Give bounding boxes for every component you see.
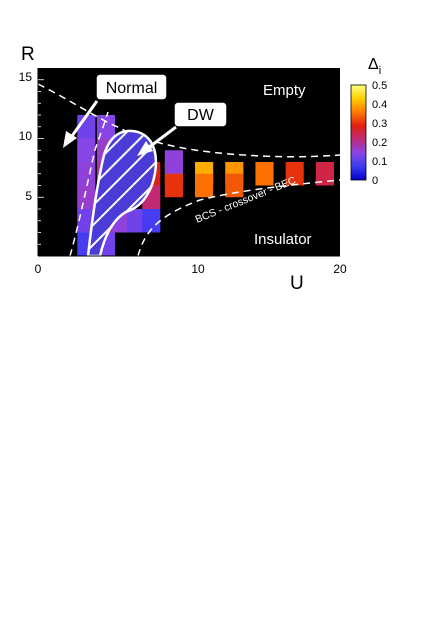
heatmap-cell [285, 162, 304, 186]
heatmap-cell [77, 162, 96, 186]
normal-dw-boundary-line [69, 111, 109, 257]
dw-arrow-head [137, 141, 153, 156]
insulator-boundary-line [137, 179, 341, 257]
heatmap-cell [315, 162, 334, 186]
axes: 15 10 5 0 10 20 R U [19, 44, 347, 294]
normal-arrow-shaft [70, 100, 99, 137]
y-tick-label-5: 5 [25, 189, 32, 203]
x-tick-label-10: 10 [191, 262, 205, 276]
colorbar-title-main: Δ [368, 56, 379, 73]
x-axis-label: U [290, 273, 304, 294]
y-tick-label-10: 10 [19, 129, 33, 143]
colorbar-tick-0.1: 0.1 [372, 156, 387, 168]
dw-callout: DW [137, 101, 228, 156]
y-axis-label: R [21, 44, 35, 65]
heatmap-cell [96, 115, 116, 139]
normal-arrow-head [63, 131, 77, 148]
insulator-region-label: Insulator [254, 231, 312, 248]
heatmap-cell [127, 209, 146, 233]
colorbar-tick-0.3: 0.3 [372, 118, 387, 130]
y-minor-ticks [38, 79, 44, 245]
colorbar-tick-0.2: 0.2 [372, 137, 387, 149]
colorbar-tick-0.5: 0.5 [372, 80, 387, 92]
x-tick-label-20: 20 [333, 262, 347, 276]
heatmap-cell [195, 173, 214, 198]
colorbar-tick-0: 0 [372, 175, 378, 187]
heatmap-cell [164, 173, 183, 198]
colorbar-tick-0.4: 0.4 [372, 99, 387, 111]
dw-arrow-shaft [147, 125, 177, 150]
colorbar-strip [350, 84, 367, 181]
colorbar-title: Δi [368, 56, 381, 77]
phase-boundaries [37, 83, 341, 257]
colorbar-title-sub: i [379, 65, 381, 77]
heatmap-cell [142, 209, 161, 233]
heatmap-cell [225, 173, 244, 198]
x-tick-label-0: 0 [35, 262, 42, 276]
y-tick-label-15: 15 [19, 70, 33, 84]
heatmap-cell [77, 138, 96, 162]
heatmap-cell [164, 150, 183, 174]
colorbar: Δi 0.5 0.4 0.3 0.2 0.1 0 [350, 56, 387, 187]
normal-label-box [95, 73, 168, 101]
normal-label: Normal [106, 80, 158, 97]
heatmap-cell [77, 185, 96, 209]
empty-region-label: Empty [263, 82, 306, 99]
dw-label-box [173, 101, 228, 128]
empty-boundary-line [37, 83, 341, 158]
dw-label: DW [187, 107, 215, 124]
heatmap-cell [255, 162, 274, 186]
normal-callout: Normal [63, 73, 168, 148]
